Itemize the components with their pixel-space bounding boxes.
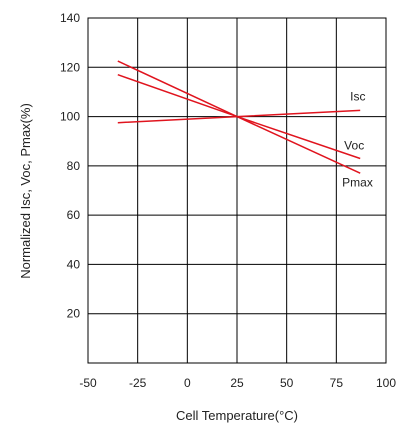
series-line-pmax xyxy=(117,60,361,174)
x-tick-label: -50 xyxy=(79,376,97,390)
x-tick-label: 100 xyxy=(376,376,396,390)
y-tick-label: 140 xyxy=(60,11,80,25)
x-tick-label: -25 xyxy=(129,376,147,390)
y-tick-label: 100 xyxy=(60,110,80,124)
x-tick-label: 50 xyxy=(280,376,294,390)
y-tick-label: 120 xyxy=(60,60,80,74)
y-tick-label: 60 xyxy=(67,208,81,222)
series-label-voc: Voc xyxy=(344,138,364,152)
series-labels: Isc Voc Pmax xyxy=(342,89,373,189)
x-tick-label: 0 xyxy=(184,376,191,390)
x-axis-label: Cell Temperature(°C) xyxy=(176,408,298,423)
series-label-pmax: Pmax xyxy=(342,175,373,189)
x-tick-label: 75 xyxy=(330,376,344,390)
y-tick-label: 20 xyxy=(67,307,81,321)
y-axis-label: Normalized Isc, Voc, Pmax(%) xyxy=(18,103,33,279)
series-label-isc: Isc xyxy=(350,89,365,103)
y-tick-label: 40 xyxy=(67,257,81,271)
x-tick-label: 25 xyxy=(230,376,244,390)
tick-labels: -50 -25 0 25 50 75 100 20 40 60 80 100 120 140 xyxy=(60,11,396,390)
series-lines xyxy=(117,60,361,174)
grid xyxy=(87,17,387,364)
y-tick-label: 80 xyxy=(67,159,81,173)
